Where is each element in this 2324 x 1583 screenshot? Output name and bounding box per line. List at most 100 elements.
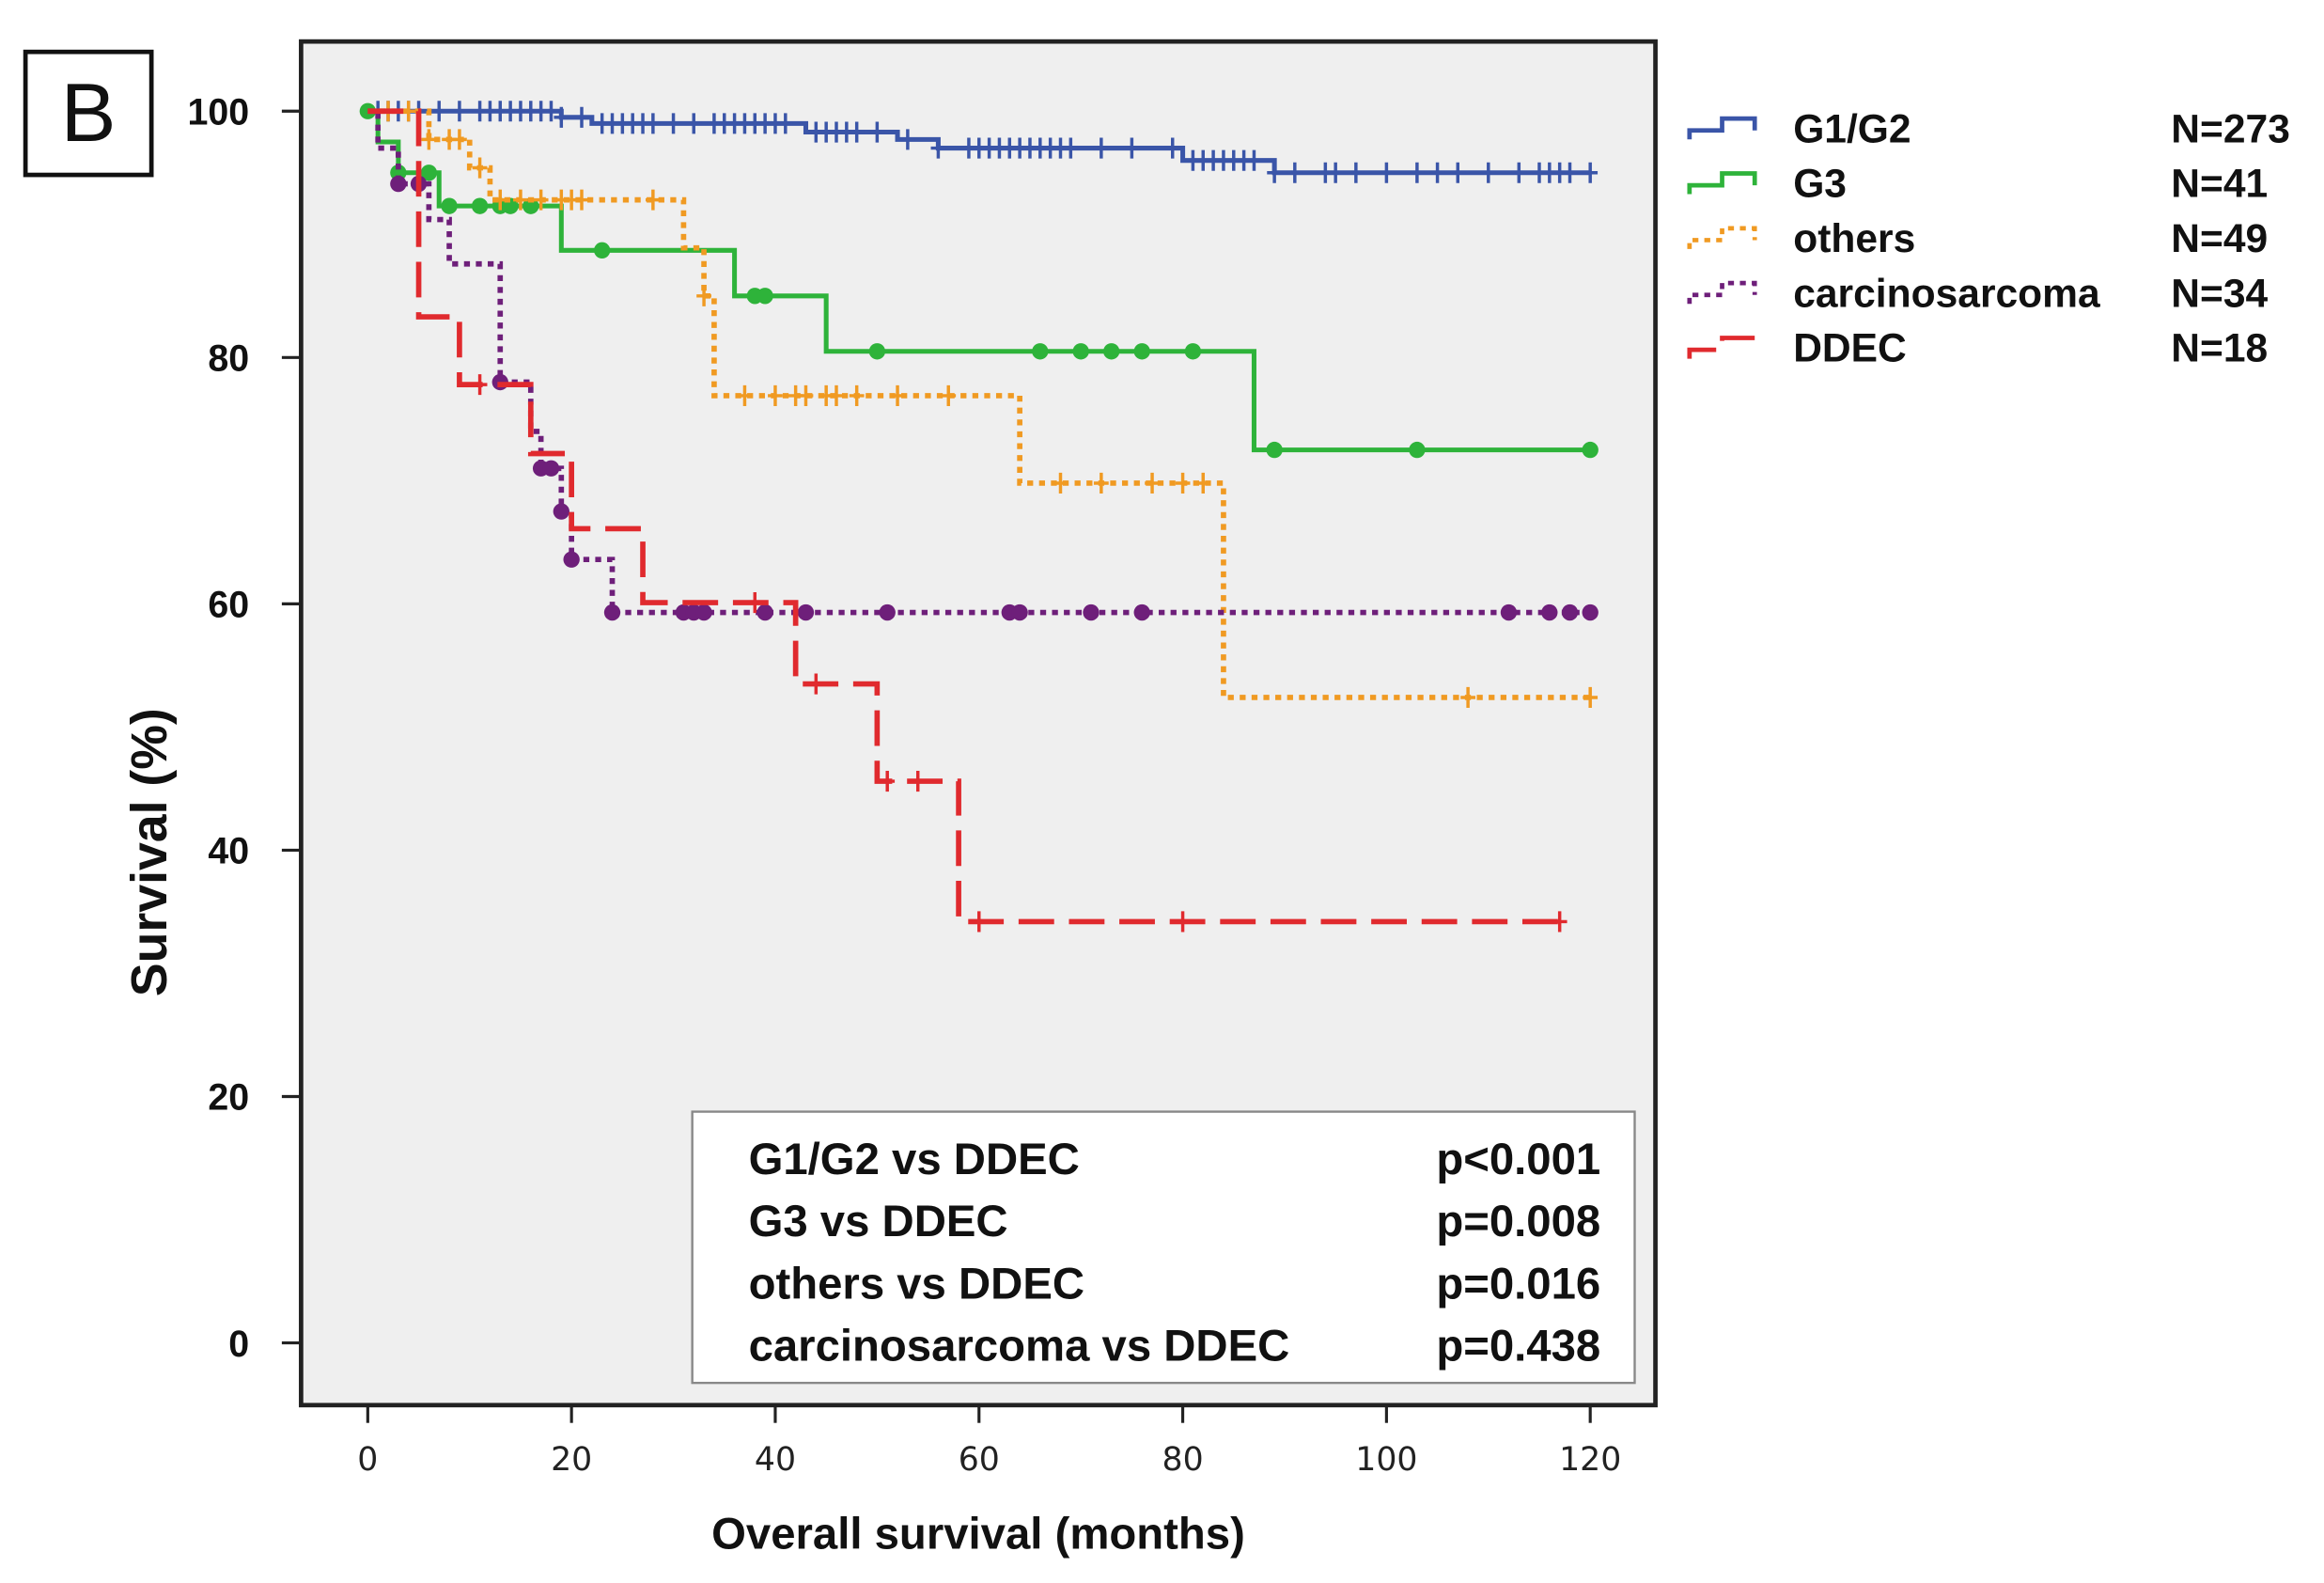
legend-label: DDEC [1793, 326, 1907, 371]
censor-dot [1072, 343, 1089, 360]
censor-plus [554, 106, 569, 128]
censor-dot [695, 603, 712, 621]
x-axis: 0 20 40 60 80 100 120 [357, 1404, 1621, 1479]
censor-dot [390, 175, 407, 193]
y-tick-label: 20 [208, 1077, 249, 1119]
censor-dot [1582, 603, 1599, 621]
legend-item: others N=49 [1687, 216, 2268, 261]
censor-plus [574, 106, 589, 128]
censor-plus [849, 384, 865, 406]
censor-plus [1053, 472, 1068, 494]
censor-plus [533, 189, 549, 211]
y-tick-label: 100 [187, 91, 249, 133]
legend-item: G1/G2 N=273 [1687, 106, 2290, 151]
censor-plus [1063, 137, 1079, 159]
censor-plus [1379, 162, 1395, 183]
censor-plus [941, 384, 957, 406]
censor-plus [452, 101, 467, 122]
y-tick-label: 80 [208, 338, 249, 380]
censor-dot [1500, 603, 1518, 621]
legend-swatch-icon [1687, 226, 1757, 249]
legend-label: others [1793, 216, 1915, 261]
censor-plus [1480, 162, 1496, 183]
censor-plus [400, 101, 416, 122]
censor-plus [1583, 686, 1599, 709]
legend-label: carcinosarcoma [1793, 271, 2100, 316]
censor-dot [797, 603, 815, 621]
censor-plus [1583, 162, 1599, 183]
p-value: p=0.008 [1436, 1197, 1600, 1246]
panel-label: B [61, 66, 117, 159]
censor-dot [1032, 343, 1049, 360]
censor-dot [1266, 441, 1283, 459]
legend-n: N=18 [2171, 326, 2268, 371]
censor-plus [768, 384, 783, 406]
censor-dot [1582, 441, 1599, 459]
censor-dot [1011, 603, 1028, 621]
censor-plus [1145, 472, 1160, 494]
censor-plus [1124, 137, 1140, 159]
comparison-label: others vs DDEC [749, 1259, 1084, 1309]
censor-plus [890, 384, 905, 406]
censor-plus [513, 189, 528, 211]
x-axis-title: Overall survival (months) [711, 1510, 1245, 1559]
censor-dot [1561, 603, 1579, 621]
censor-dot [756, 288, 773, 305]
p-value: p<0.001 [1436, 1135, 1600, 1184]
censor-plus [472, 374, 488, 396]
censor-plus [645, 189, 661, 211]
censor-dot [1133, 343, 1150, 360]
censor-plus [1410, 162, 1425, 183]
censor-plus [880, 771, 896, 792]
censor-plus [910, 771, 926, 792]
censor-dot [542, 460, 560, 477]
curve-g3 [359, 102, 1599, 459]
curve-ddec [367, 108, 1568, 933]
censor-plus [1164, 137, 1180, 159]
censor-plus [1246, 149, 1262, 171]
censor-plus [645, 113, 661, 134]
panel-label-box [23, 49, 154, 178]
censor-plus [1287, 162, 1302, 183]
censor-plus [1175, 911, 1191, 933]
censor-dot [553, 503, 569, 520]
censor-plus [737, 384, 753, 406]
censor-plus [696, 285, 711, 306]
censor-dot [471, 197, 489, 214]
censor-plus [1093, 472, 1109, 494]
p-value-box [691, 1110, 1636, 1385]
censor-plus [686, 113, 702, 134]
legend-n: N=273 [2171, 106, 2290, 151]
legend: G1/G2 N=273 G3 N=41 others N=49 carcinosarcoma… [1687, 106, 2290, 371]
censor-plus [829, 384, 844, 406]
censor-plus [574, 189, 589, 211]
comparison-label: G1/G2 vs DDEC [749, 1135, 1080, 1184]
censor-dot [868, 343, 886, 360]
censor-dot [1103, 343, 1120, 360]
censor-dot [1133, 603, 1150, 621]
legend-item: G3 N=41 [1687, 162, 2268, 207]
x-tick-label: 40 [755, 1441, 796, 1479]
censor-plus [808, 673, 824, 695]
y-tick-label: 60 [208, 585, 249, 626]
curve-others [367, 101, 1599, 709]
censor-plus [777, 113, 793, 134]
censor-plus [1511, 162, 1527, 183]
censor-plus [472, 157, 488, 179]
legend-swatch-icon [1687, 171, 1757, 195]
censor-dot [1083, 603, 1100, 621]
censor-dot [879, 603, 896, 621]
x-tick-label: 120 [1559, 1441, 1621, 1479]
censor-dot [603, 603, 621, 621]
comparison-label: carcinosarcoma vs DDEC [749, 1321, 1290, 1371]
censor-plus [900, 129, 915, 150]
censor-plus [421, 129, 437, 150]
x-tick-label: 20 [551, 1441, 592, 1479]
x-tick-label: 60 [959, 1441, 1000, 1479]
censor-plus [1093, 137, 1109, 159]
censor-plus [930, 137, 946, 159]
censor-plus [665, 113, 681, 134]
censor-plus [1175, 472, 1191, 494]
censor-dot [441, 197, 458, 214]
y-axis: 0 20 40 60 80 100 [187, 91, 302, 1365]
